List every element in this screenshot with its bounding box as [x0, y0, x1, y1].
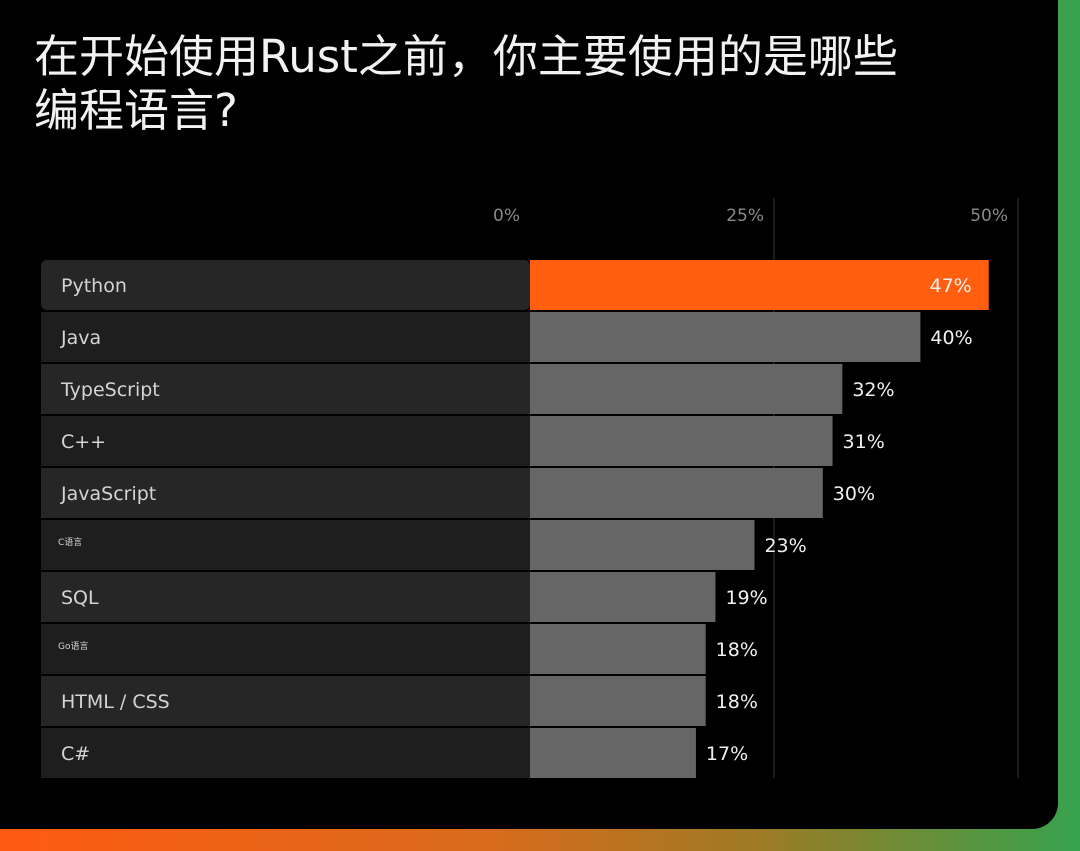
bar: [530, 572, 716, 622]
value-label: 23%: [764, 535, 806, 557]
value-label: 18%: [716, 639, 758, 661]
category-label: C语言: [58, 536, 82, 548]
category-row-bg: [41, 676, 530, 726]
category-row-bg: [41, 312, 530, 362]
bar: [530, 728, 696, 778]
category-label: C++: [61, 431, 106, 453]
bar-row: HTML / CSS 18%: [41, 676, 758, 726]
bar-rows: Python 47% Java 40% TypeScript 32% C++ 31% JavaS…: [41, 260, 989, 778]
bar-row: Java 40%: [41, 312, 973, 362]
bar-row: C语言 23%: [41, 520, 807, 570]
bar: [530, 416, 833, 466]
bar: [530, 312, 921, 362]
value-label: 31%: [843, 431, 885, 453]
category-label: JavaScript: [60, 483, 156, 505]
category-label: Java: [60, 327, 101, 349]
category-row-bg: [41, 260, 530, 310]
bar-row: Python 47%: [41, 260, 989, 310]
value-label: 40%: [930, 327, 972, 349]
bar-row: Go语言 18%: [41, 624, 758, 674]
category-label: HTML / CSS: [61, 691, 170, 713]
category-label: TypeScript: [60, 379, 160, 401]
value-label: 32%: [852, 379, 894, 401]
bar-row: SQL 19%: [41, 572, 768, 622]
category-row-bg: [41, 468, 530, 518]
category-row-bg: [41, 572, 530, 622]
bar: [530, 260, 989, 310]
bar: [530, 624, 706, 674]
bar: [530, 468, 823, 518]
bar: [530, 364, 843, 414]
category-row-bg: [41, 624, 530, 674]
bar-row: JavaScript 30%: [41, 468, 875, 518]
category-row-bg: [41, 416, 530, 466]
x-tick-label: 0%: [493, 206, 520, 226]
category-row-bg: [41, 728, 530, 778]
value-label: 17%: [706, 743, 748, 765]
value-label: 19%: [725, 587, 767, 609]
category-label: C#: [61, 743, 90, 765]
x-tick-label: 50%: [970, 206, 1008, 226]
category-row-bg: [41, 364, 530, 414]
bar: [530, 676, 706, 726]
x-axis-ticks: 0% 25% 50%: [493, 206, 1008, 226]
category-label: SQL: [61, 587, 99, 609]
value-label: 18%: [716, 691, 758, 713]
bar: [530, 520, 755, 570]
value-label: 47%: [929, 275, 971, 297]
value-label: 30%: [833, 483, 875, 505]
category-row-bg: [41, 520, 530, 570]
x-tick-label: 25%: [726, 206, 764, 226]
bar-row: C++ 31%: [41, 416, 885, 466]
chart-title: 在开始使用Rust之前，你主要使用的是哪些编程语言?: [34, 30, 898, 137]
bar-row: TypeScript 32%: [41, 364, 895, 414]
category-label: Python: [61, 275, 127, 297]
category-label: Go语言: [58, 640, 88, 652]
bar-row: C# 17%: [41, 728, 748, 778]
